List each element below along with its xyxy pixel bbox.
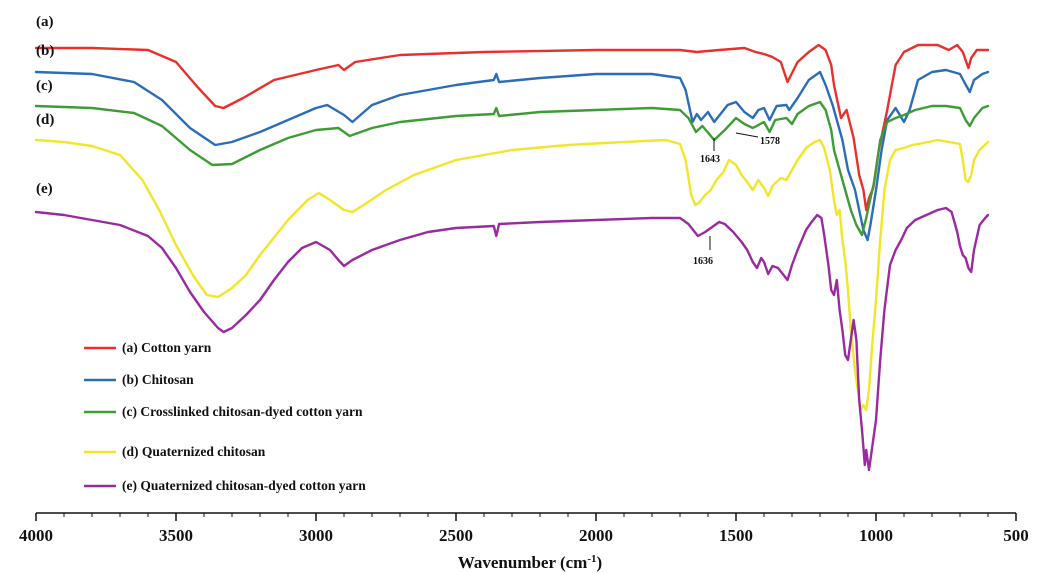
annotation-1643: 1643 (700, 154, 720, 165)
x-tick-label-3500: 3500 (159, 526, 193, 545)
legend-label-d: (d) Quaternized chitosan (122, 444, 266, 459)
x-tick-label-1500: 1500 (719, 526, 753, 545)
x-axis-title-sup: -1 (587, 553, 596, 565)
legend-label-e: (e) Quaternized chitosan-dyed cotton yar… (122, 478, 366, 493)
legend-label-b: (b) Chitosan (122, 372, 194, 387)
x-tick-label-1000: 1000 (859, 526, 893, 545)
x-axis-title-main: Wavenumber (cm (458, 553, 588, 572)
legend-label-a: (a) Cotton yarn (122, 340, 212, 355)
trace-label-a: (a) (36, 14, 54, 30)
x-axis-ticks: 4000 3500 3000 2500 2000 1500 1000 500 (19, 513, 1029, 545)
annotation-tick-1578 (735, 132, 759, 138)
spectrum-line-d (34, 138, 990, 412)
legend-label-c: (c) Crosslinked chitosan-dyed cotton yar… (122, 404, 363, 419)
trace-label-c: (c) (36, 78, 53, 94)
trace-label-d: (d) (36, 112, 54, 128)
spectrum-line-c (34, 100, 990, 237)
spectrum-line-b (34, 68, 990, 242)
spectrum-line-e (34, 206, 990, 472)
x-tick-label-500: 500 (1003, 526, 1029, 545)
legend: (a) Cotton yarn (b) Chitosan (c) Crossli… (84, 340, 366, 493)
x-axis-title-close: ) (597, 553, 603, 572)
x-tick-label-4000: 4000 (19, 526, 53, 545)
x-tick-label-3000: 3000 (299, 526, 333, 545)
x-tick-label-2500: 2500 (439, 526, 473, 545)
x-tick-label-2000: 2000 (579, 526, 613, 545)
annotation-1636: 1636 (693, 256, 713, 267)
x-axis-title: Wavenumber (cm-1) (458, 553, 602, 572)
annotation-1578: 1578 (760, 136, 780, 147)
trace-label-b: (b) (36, 43, 54, 59)
trace-label-e: (e) (36, 181, 53, 197)
spectra-group (34, 43, 990, 472)
spectrum-line-a (34, 43, 990, 212)
